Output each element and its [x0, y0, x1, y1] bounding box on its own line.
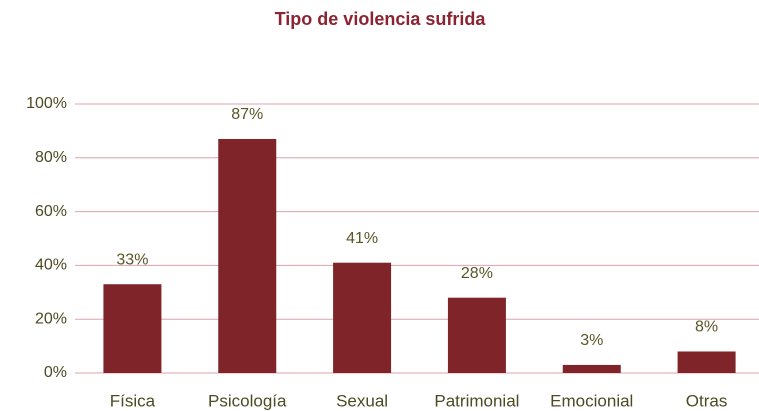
x-tick-label: Otras — [686, 391, 728, 410]
y-tick-label: 80% — [35, 149, 67, 166]
bar — [447, 297, 506, 373]
value-label: 33% — [116, 251, 148, 268]
value-label: 8% — [695, 319, 718, 336]
x-tick-label: Emocionial — [550, 391, 633, 410]
x-tick-label: Psicología — [208, 391, 287, 410]
bar — [677, 351, 736, 373]
x-tick-label: Sexual — [336, 391, 388, 410]
x-tick-label: Física — [110, 391, 156, 410]
value-label: 3% — [580, 332, 603, 349]
chart-title: Tipo de violencia sufrida — [275, 9, 487, 29]
bar — [103, 284, 162, 373]
value-label: 41% — [346, 230, 378, 247]
bar — [333, 262, 392, 373]
x-tick-label: Patrimonial — [434, 391, 519, 410]
y-tick-label: 60% — [35, 203, 67, 220]
y-tick-label: 40% — [35, 257, 67, 274]
bar — [562, 364, 621, 373]
y-tick-label: 20% — [35, 310, 67, 327]
bar — [218, 138, 277, 373]
value-label: 28% — [461, 265, 493, 282]
y-tick-label: 0% — [44, 364, 67, 381]
value-label: 87% — [231, 106, 263, 123]
y-tick-label: 100% — [26, 95, 67, 112]
